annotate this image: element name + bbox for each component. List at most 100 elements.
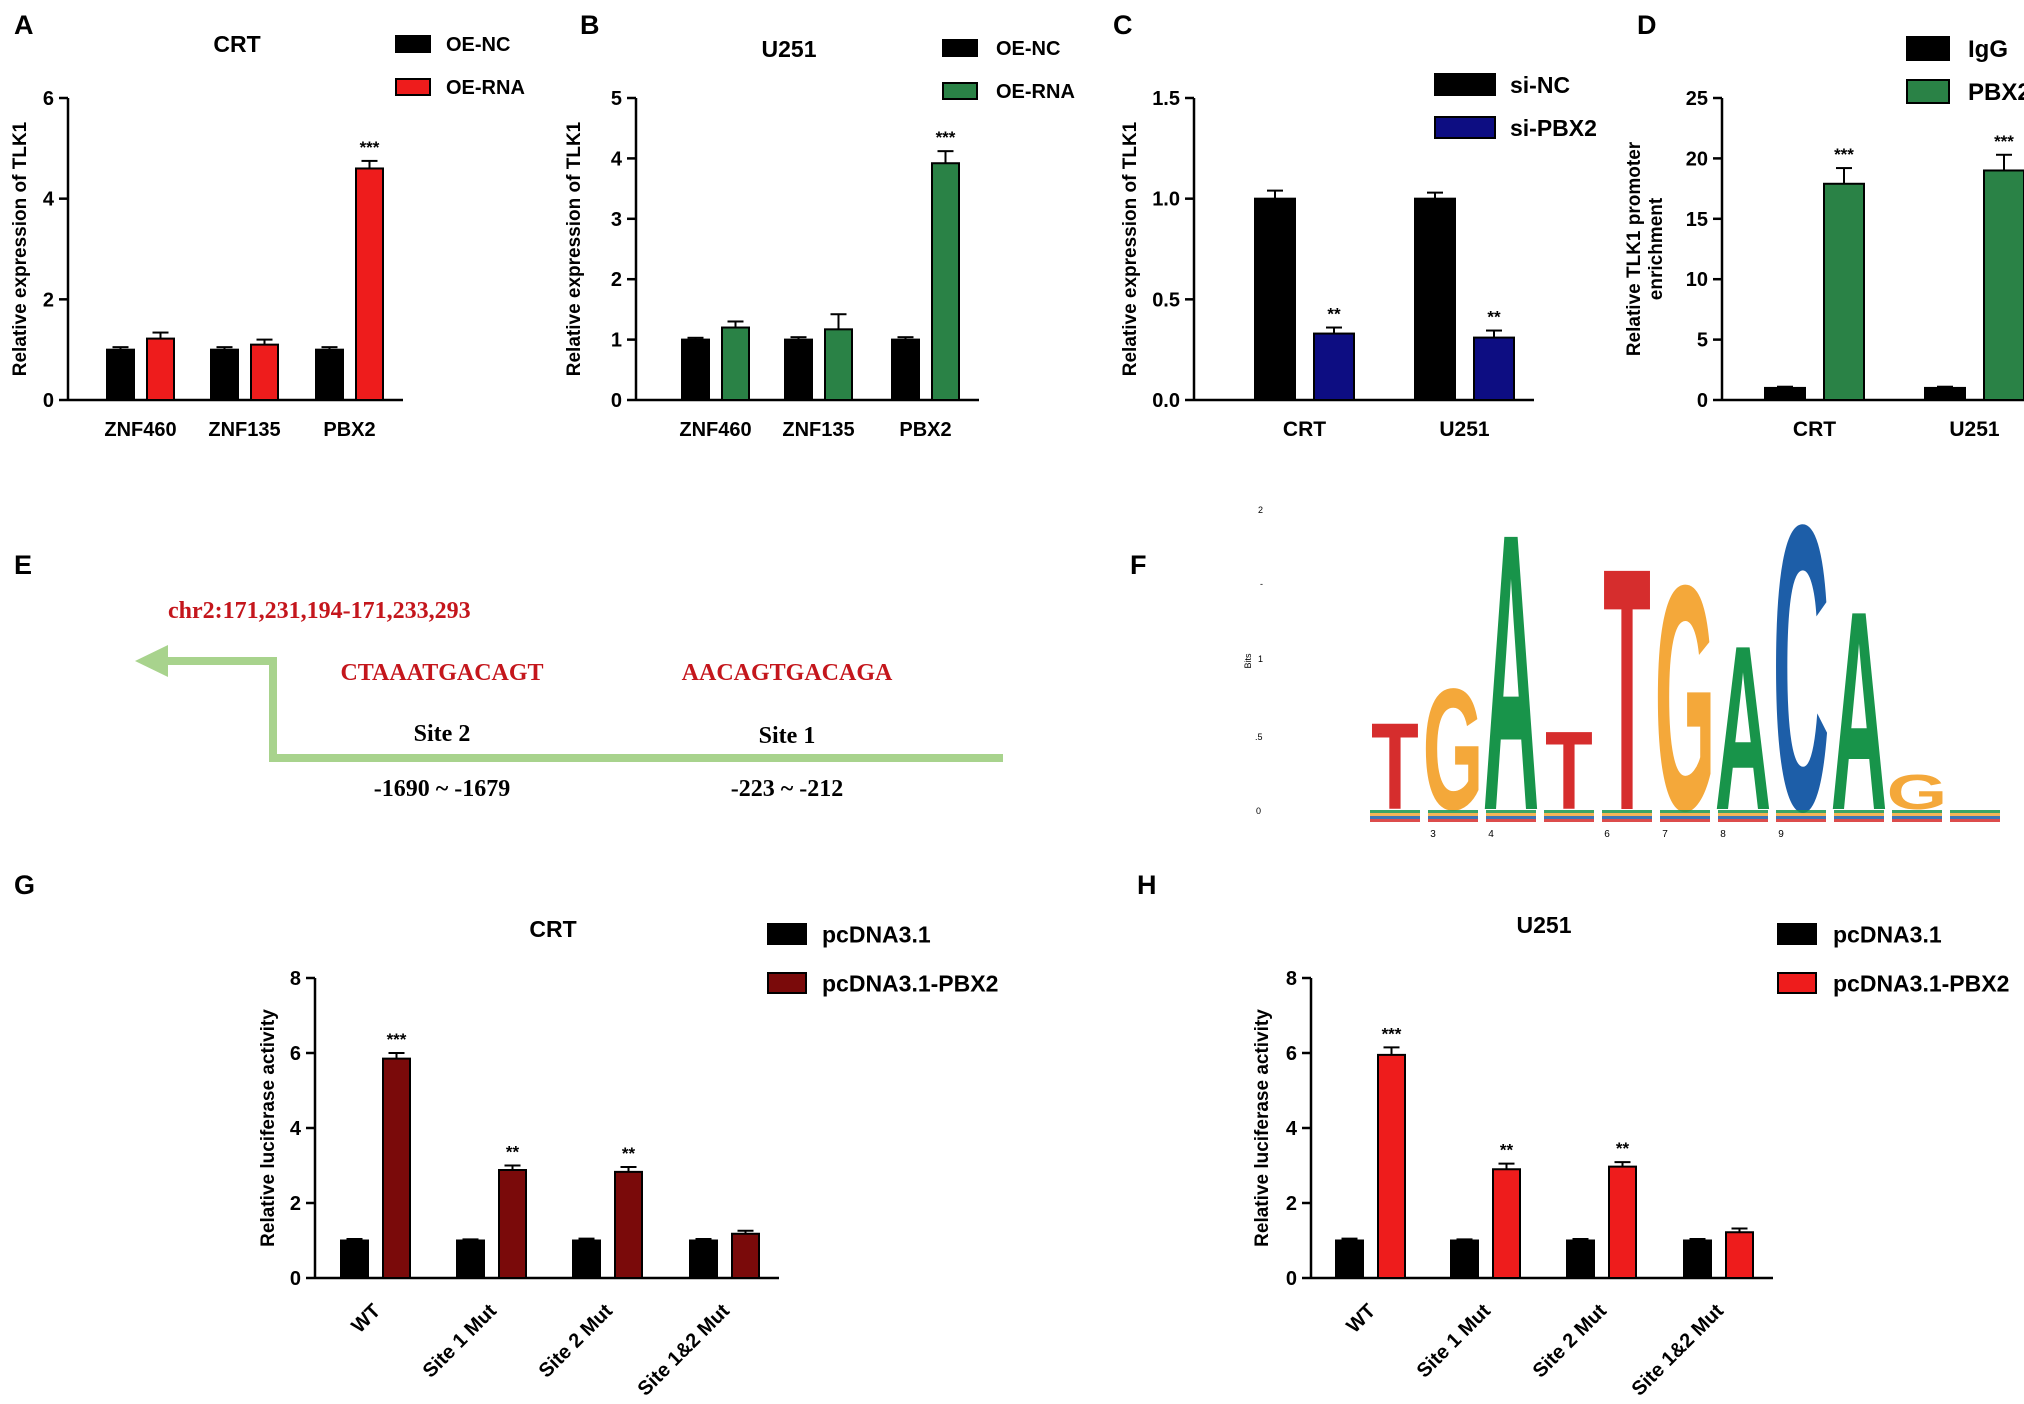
y-tick-label: 25 <box>1686 88 1708 110</box>
logo-xtick: 6 <box>1604 829 1610 840</box>
y-tick-label: 0 <box>611 390 622 412</box>
bar-pcdna3-1-pbx2-3 <box>1725 1231 1754 1279</box>
motif-background-band <box>1834 813 1884 816</box>
motif-background-band <box>1834 810 1884 813</box>
motif-background-band <box>1544 813 1594 816</box>
bar-igg-0 <box>1764 386 1806 402</box>
bar-pbx2-1 <box>1983 169 2024 401</box>
legend-swatch <box>1906 79 1950 104</box>
motif-background-band <box>1776 819 1826 822</box>
y-tick-label: 0 <box>43 390 54 412</box>
x-category-label: U251 <box>1439 418 1490 441</box>
bar-pcdna3-1-3 <box>689 1239 718 1279</box>
bar-pcdna3-1-pbx2-0 <box>1377 1053 1406 1279</box>
legend: si-NC si-PBX2 <box>1434 72 1597 141</box>
bar-pcdna3-1-pbx2-2 <box>1608 1165 1637 1279</box>
site-2-name: Site 2 <box>414 721 471 747</box>
significance-marker: *** <box>360 138 380 157</box>
bar-oe-nc-1 <box>210 348 239 401</box>
legend-label: pcDNA3.1-PBX2 <box>1833 970 2009 996</box>
y-tick-label: 1.0 <box>1152 189 1180 211</box>
x-category-label: CRT <box>1793 418 1836 441</box>
bar-pcdna3-1-pbx2-2 <box>614 1170 643 1279</box>
y-axis-label: Relative expression of TLK1 <box>10 121 31 376</box>
motif-background-band <box>1950 816 2000 819</box>
motif-background-band <box>1660 813 1710 816</box>
y-tick-label: 1 <box>611 330 622 352</box>
motif-letter-a: A <box>1831 553 1887 871</box>
y-tick-label: 0.5 <box>1152 289 1180 311</box>
panel-label-f: F <box>1130 550 1147 580</box>
logo-ytick-mark: - <box>1260 579 1263 589</box>
motif-background-band <box>1718 810 1768 813</box>
motif-background-band <box>1370 810 1420 813</box>
bar-pcdna3-1-1 <box>456 1239 485 1279</box>
logo-xtick: 9 <box>1778 829 1784 840</box>
logo-xticks: 3 4 6 7 8 9 <box>1430 829 1784 840</box>
legend-swatch <box>942 39 978 57</box>
bar-si-nc-0 <box>1254 197 1296 401</box>
motif-background-band <box>1892 810 1942 813</box>
bar-pcdna3-1-2 <box>1566 1239 1595 1279</box>
y-tick-label: 2 <box>611 269 622 291</box>
y-axis-label: Relative expression of TLK1 <box>564 121 585 376</box>
motif-background-band <box>1776 813 1826 816</box>
motif-background-band <box>1370 816 1420 819</box>
motif-background-band <box>1602 816 1652 819</box>
x-category-label: ZNF460 <box>104 419 176 441</box>
y-tick-label: 8 <box>1286 968 1297 990</box>
motif-background-band <box>1544 810 1594 813</box>
legend-label: OE-NC <box>446 34 510 56</box>
chart-title: U251 <box>1517 912 1572 938</box>
motif-background-band <box>1602 813 1652 816</box>
bar-oe-rna-1 <box>824 328 853 401</box>
legend-swatch <box>1434 73 1496 96</box>
panel-label: A <box>14 10 34 40</box>
legend-swatch <box>1777 923 1817 945</box>
y-axis-label: Relative luciferase activity <box>1252 1009 1273 1247</box>
motif-letter-t: T <box>1603 497 1651 883</box>
y-tick-label: 10 <box>1686 269 1708 291</box>
significance-marker: ** <box>622 1144 636 1163</box>
significance-marker: ** <box>506 1143 520 1162</box>
bar-oe-rna-2 <box>931 162 960 401</box>
motif-background-band <box>1544 816 1594 819</box>
y-tick-label: 8 <box>290 968 301 990</box>
y-axis-label: enrichment <box>1646 197 1667 300</box>
motif-background-band <box>1834 816 1884 819</box>
y-axis-label: Relative luciferase activity <box>258 1009 279 1247</box>
bar-pbx2-0 <box>1823 182 1865 401</box>
motif-background-band <box>1486 819 1536 822</box>
significance-marker: ** <box>1500 1141 1514 1160</box>
bar-oe-rna-0 <box>146 337 175 401</box>
legend-label: si-NC <box>1510 72 1570 98</box>
y-tick-label: 4 <box>43 189 55 211</box>
legend-swatch <box>767 972 807 994</box>
bar-pcdna3-1-3 <box>1683 1239 1712 1279</box>
y-tick-label: 4 <box>290 1118 302 1140</box>
bar-igg-1 <box>1924 386 1966 402</box>
motif-background-band <box>1718 816 1768 819</box>
chromosome-location: chr2:171,231,194-171,233,293 <box>168 598 471 624</box>
y-tick-label: 6 <box>290 1043 301 1065</box>
logo-ytick-2: 2 <box>1258 505 1263 515</box>
x-category-label: PBX2 <box>899 419 951 441</box>
x-category-label: U251 <box>1949 418 2000 441</box>
legend-label: pcDNA3.1-PBX2 <box>822 970 998 996</box>
motif-background-band <box>1428 819 1478 822</box>
y-tick-label: 0.0 <box>1152 390 1180 412</box>
y-tick-label: 5 <box>611 88 622 110</box>
motif-background-band <box>1718 819 1768 822</box>
motif-background-band <box>1602 810 1652 813</box>
y-tick-label: 20 <box>1686 148 1708 170</box>
x-category-label: Site 1&2 Mut <box>1628 1300 1729 1401</box>
site-2-sequence: CTAAATGACAGT <box>340 660 543 686</box>
y-tick-label: 0 <box>290 1268 301 1290</box>
y-tick-label: 2 <box>1286 1193 1297 1215</box>
tss-arrow <box>152 657 1003 762</box>
motif-background-band <box>1950 813 2000 816</box>
bar-pcdna3-1-pbx2-1 <box>1492 1168 1521 1279</box>
motif-background-band <box>1718 813 1768 816</box>
